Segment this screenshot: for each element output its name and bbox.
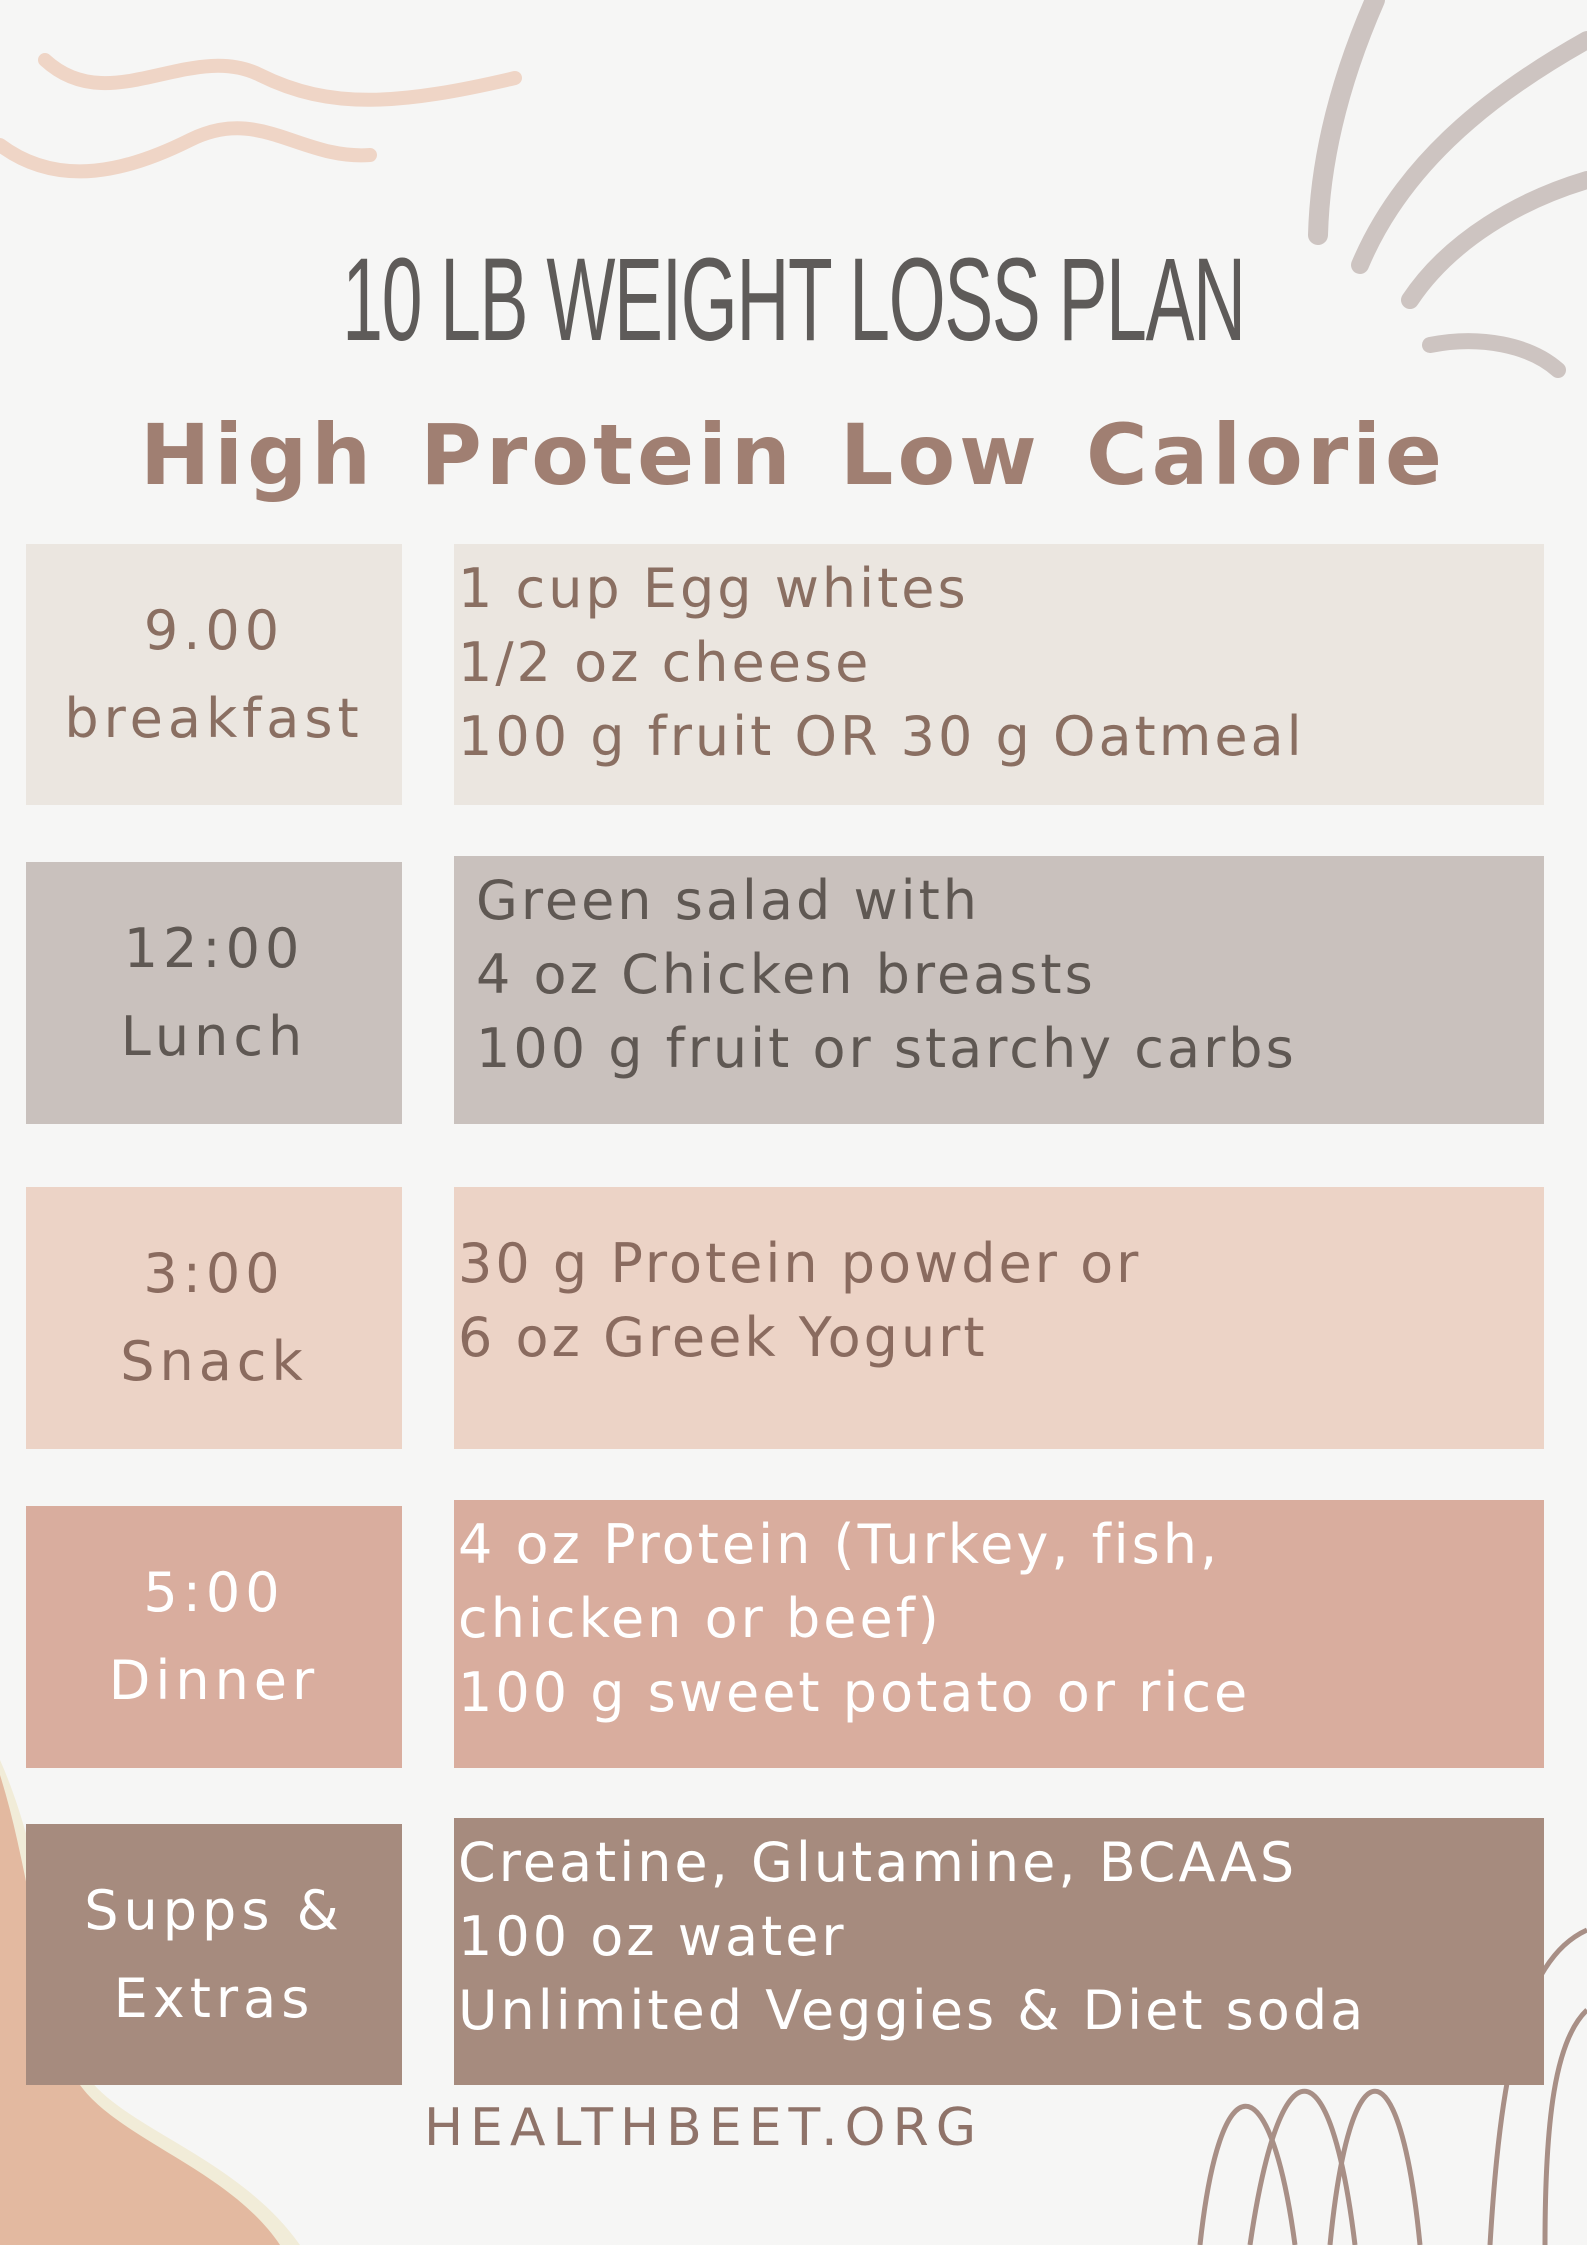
meal-item: 100 g fruit OR 30 g Oatmeal xyxy=(458,705,1305,768)
meal-item: chicken or beef) xyxy=(458,1587,942,1650)
meal-label: breakfast xyxy=(64,686,364,750)
meal-label: Lunch xyxy=(120,1005,308,1068)
meal-item: 6 oz Greek Yogurt xyxy=(458,1306,988,1369)
meal-time: 12:00 xyxy=(123,917,305,980)
wave-decoration xyxy=(38,53,522,107)
brush-stroke-decoration xyxy=(1351,31,1587,274)
meal-items-breakfast: 1 cup Egg whites 1/2 oz cheese 100 g fru… xyxy=(454,544,1544,805)
site-footer-link: HEALTHBEET.ORG xyxy=(423,2098,984,2158)
meal-item: Creatine, Glutamine, BCAAS xyxy=(458,1831,1298,1894)
meal-label: Dinner xyxy=(108,1649,320,1712)
meal-item: 4 oz Protein (Turkey, fish, xyxy=(458,1513,1221,1576)
page-title: 10 LB WEIGHT LOSS PLAN xyxy=(342,234,1246,366)
meal-time-snack: 3:00 Snack xyxy=(26,1187,402,1449)
meal-time: Supps & xyxy=(84,1878,344,1942)
meal-item: 1 cup Egg whites xyxy=(458,557,969,620)
brush-stroke-decoration xyxy=(1422,333,1566,378)
meal-time-breakfast: 9.00 breakfast xyxy=(26,544,402,805)
meal-item: 4 oz Chicken breasts xyxy=(476,943,1096,1006)
meal-items-lunch: Green salad with 4 oz Chicken breasts 10… xyxy=(454,856,1544,1124)
meal-item: 100 oz water xyxy=(458,1905,847,1968)
meal-time: 3:00 xyxy=(143,1242,285,1305)
meal-label: Snack xyxy=(120,1330,308,1393)
meal-item: Unlimited Veggies & Diet soda xyxy=(458,1979,1367,2042)
meal-time-extras: Supps & Extras xyxy=(26,1824,402,2085)
meal-item: 100 g sweet potato or rice xyxy=(458,1661,1251,1724)
meal-time-lunch: 12:00 Lunch xyxy=(26,862,402,1124)
meal-time: 5:00 xyxy=(143,1561,285,1624)
wave-decoration xyxy=(0,121,377,179)
meal-item: 30 g Protein powder or xyxy=(458,1232,1142,1295)
brush-stroke-decoration xyxy=(1308,0,1385,245)
meal-label: Extras xyxy=(113,1966,315,2030)
meal-items-snack: 30 g Protein powder or 6 oz Greek Yogurt xyxy=(454,1187,1544,1449)
brush-stroke-decoration xyxy=(1401,171,1587,309)
meal-items-extras: Creatine, Glutamine, BCAAS 100 oz water … xyxy=(454,1818,1544,2085)
meal-item: 100 g fruit or starchy carbs xyxy=(476,1017,1297,1080)
meal-time-dinner: 5:00 Dinner xyxy=(26,1506,402,1768)
meal-item: Green salad with xyxy=(476,869,981,932)
page-subtitle: High Protein Low Calorie xyxy=(140,406,1447,504)
meal-item: 1/2 oz cheese xyxy=(458,631,872,694)
meal-items-dinner: 4 oz Protein (Turkey, fish, chicken or b… xyxy=(454,1500,1544,1768)
meal-time: 9.00 xyxy=(143,598,285,662)
